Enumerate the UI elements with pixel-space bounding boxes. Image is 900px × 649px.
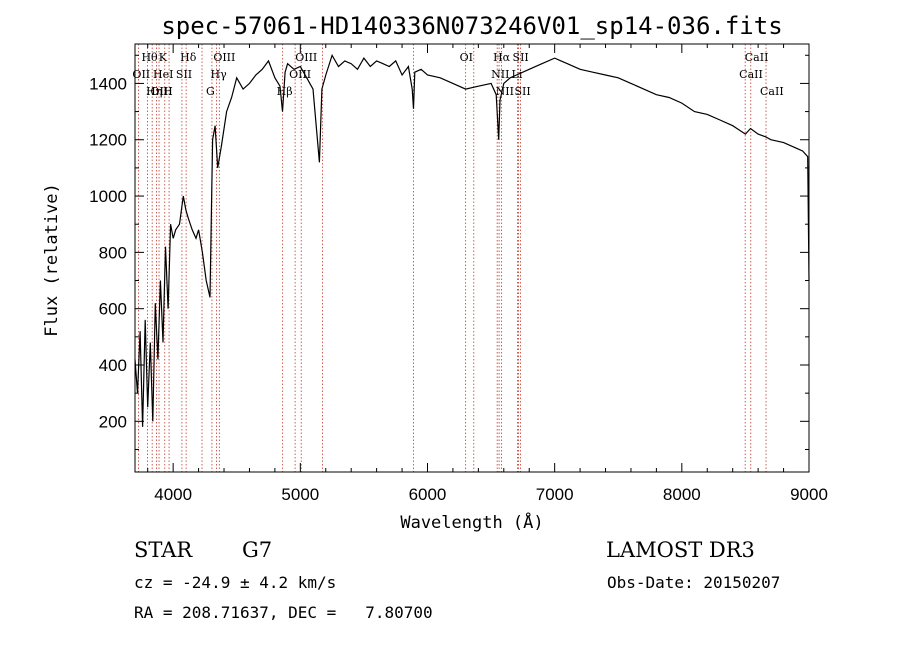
plot-frame <box>134 43 810 473</box>
x-axis-title: Wavelength (Å) <box>400 511 543 533</box>
line-label-caii: CaII <box>745 51 769 64</box>
flux-series-line <box>134 53 810 427</box>
line-label-hθ: Hθ <box>141 51 158 64</box>
line-label-h: H <box>163 85 173 98</box>
object-type: STAR <box>134 538 193 562</box>
observation-date: Obs-Date: 20150207 <box>607 573 781 592</box>
y-tick-label: 600 <box>99 300 127 319</box>
radial-velocity: cz = -24.9 ± 4.2 km/s <box>134 573 337 592</box>
coordinates: RA = 208.71637, DEC = 7.80700 <box>134 603 433 622</box>
x-tick-label: 5000 <box>281 485 319 504</box>
line-label-caii: CaII <box>739 68 763 81</box>
y-tick-label: 1200 <box>89 131 127 150</box>
y-tick-label: 200 <box>99 412 127 431</box>
line-label-oiii: OIII <box>295 51 317 64</box>
axis-ticks: 4000 5000 6000 7000 8000 9000 200 400 600 800 1000… <box>89 44 828 504</box>
line-label-oiii: OIII <box>150 85 172 98</box>
line-label-nii: NII <box>491 68 509 81</box>
line-label-oi: OI <box>460 51 473 64</box>
y-tick-label: 1000 <box>89 187 127 206</box>
emission-line-labels: HθOIIOIIIKHeIHηHδSIIHOIIIHγGOIIIOIIIHβOI… <box>132 51 783 98</box>
x-tick-label: 6000 <box>409 485 447 504</box>
line-label-sii: SII <box>176 68 192 81</box>
emission-line-markers <box>138 44 767 472</box>
line-label-nii: NII <box>496 85 514 98</box>
y-tick-label: 800 <box>99 243 127 262</box>
line-label-hei: HeI <box>153 68 173 81</box>
chart-title: spec-57061-HD140336N073246V01_sp14-036.f… <box>161 12 782 40</box>
line-label-oiii: OIII <box>289 68 311 81</box>
x-tick-label: 9000 <box>790 485 828 504</box>
line-label-hγ: Hγ <box>211 68 228 81</box>
y-tick-label: 400 <box>99 356 127 375</box>
survey-name: LAMOST DR3 <box>606 538 755 562</box>
line-label-sii: SII <box>513 51 529 64</box>
line-label-caii: CaII <box>760 85 784 98</box>
y-axis-title: Flux (relative) <box>42 183 62 337</box>
x-tick-label: 8000 <box>663 485 701 504</box>
line-label-oiii: OIII <box>213 51 235 64</box>
x-tick-label: 7000 <box>536 485 574 504</box>
spectral-class: G7 <box>242 538 273 562</box>
line-label-hα: Hα <box>493 51 511 64</box>
line-label-k: K <box>159 51 168 64</box>
line-label-g: G <box>206 85 215 98</box>
line-label-hη: Hη <box>146 85 162 98</box>
line-label-oii: OII <box>132 68 150 81</box>
line-label-hδ: Hδ <box>180 51 197 64</box>
y-tick-label: 1400 <box>89 74 127 93</box>
line-label-sii: SII <box>514 85 530 98</box>
x-tick-label: 4000 <box>154 485 192 504</box>
